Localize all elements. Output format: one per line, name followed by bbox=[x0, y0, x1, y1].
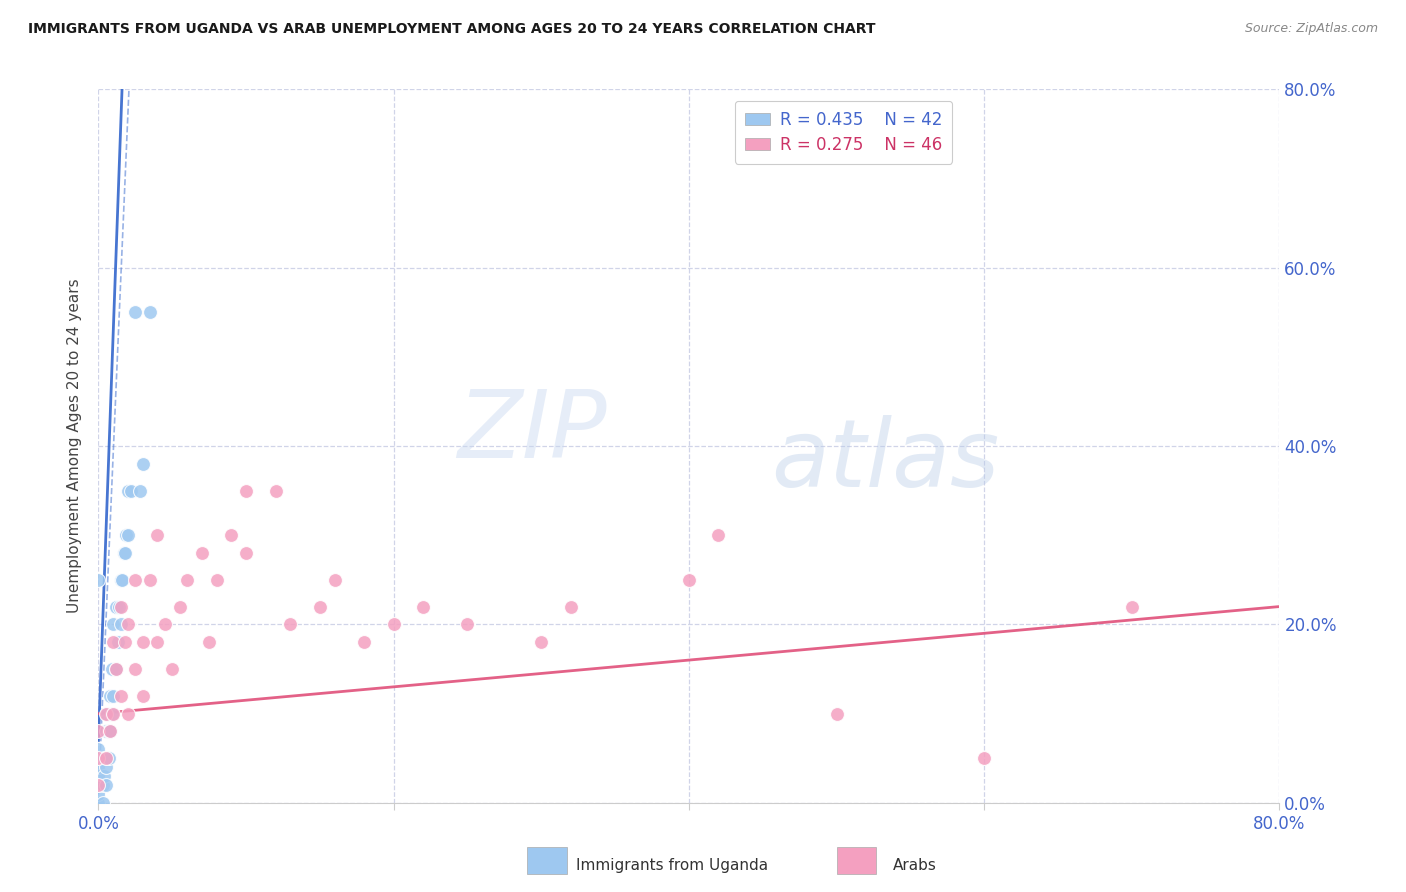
Text: ZIP: ZIP bbox=[457, 386, 606, 477]
Point bbox=[205, 573, 228, 587]
Point bbox=[94, 751, 117, 765]
Point bbox=[87, 573, 110, 587]
Point bbox=[105, 662, 128, 676]
Legend: R = 0.435    N = 42, R = 0.275    N = 46: R = 0.435 N = 42, R = 0.275 N = 46 bbox=[735, 101, 952, 164]
Point bbox=[87, 724, 110, 739]
Point bbox=[176, 573, 198, 587]
Point bbox=[120, 483, 142, 498]
Point bbox=[219, 528, 242, 542]
Point bbox=[110, 689, 132, 703]
Text: IMMIGRANTS FROM UGANDA VS ARAB UNEMPLOYMENT AMONG AGES 20 TO 24 YEARS CORRELATIO: IMMIGRANTS FROM UGANDA VS ARAB UNEMPLOYM… bbox=[28, 22, 876, 37]
Point bbox=[707, 528, 730, 542]
Point bbox=[110, 599, 132, 614]
Text: atlas: atlas bbox=[772, 415, 1000, 506]
Point bbox=[456, 617, 478, 632]
Point bbox=[382, 617, 405, 632]
Point bbox=[87, 751, 110, 765]
Point bbox=[93, 769, 115, 783]
Point bbox=[1121, 599, 1143, 614]
Point bbox=[107, 635, 129, 649]
Point bbox=[98, 724, 121, 739]
Point bbox=[973, 751, 995, 765]
Point bbox=[191, 546, 214, 560]
Point bbox=[87, 769, 110, 783]
Point bbox=[198, 635, 221, 649]
Point bbox=[103, 689, 125, 703]
Point bbox=[108, 599, 131, 614]
Point bbox=[100, 662, 122, 676]
Point bbox=[100, 706, 122, 721]
Point bbox=[264, 483, 287, 498]
Point bbox=[235, 483, 257, 498]
Point bbox=[278, 617, 302, 632]
Point bbox=[139, 573, 162, 587]
Point bbox=[530, 635, 553, 649]
Point bbox=[124, 305, 146, 319]
Point bbox=[117, 617, 139, 632]
Point bbox=[560, 599, 582, 614]
Point bbox=[132, 635, 155, 649]
Point bbox=[97, 751, 120, 765]
Point bbox=[117, 483, 139, 498]
Point bbox=[117, 528, 139, 542]
Point bbox=[153, 617, 176, 632]
Point bbox=[117, 706, 139, 721]
Point bbox=[825, 706, 848, 721]
Point bbox=[91, 778, 114, 792]
Point bbox=[323, 573, 346, 587]
Point bbox=[132, 457, 155, 471]
Point bbox=[162, 662, 183, 676]
Y-axis label: Unemployment Among Ages 20 to 24 years: Unemployment Among Ages 20 to 24 years bbox=[67, 278, 83, 614]
Point bbox=[97, 724, 120, 739]
Point bbox=[169, 599, 191, 614]
Text: Immigrants from Uganda: Immigrants from Uganda bbox=[576, 858, 769, 872]
Point bbox=[309, 599, 332, 614]
Point bbox=[235, 546, 257, 560]
Point bbox=[94, 760, 117, 774]
Point bbox=[412, 599, 434, 614]
Point bbox=[94, 706, 117, 721]
Point bbox=[87, 778, 110, 792]
Point bbox=[678, 573, 700, 587]
Point bbox=[114, 546, 136, 560]
Point bbox=[124, 662, 146, 676]
Point bbox=[98, 689, 121, 703]
Point bbox=[110, 573, 132, 587]
Point bbox=[94, 778, 117, 792]
Point bbox=[87, 778, 110, 792]
Point bbox=[98, 724, 121, 739]
Point bbox=[103, 635, 125, 649]
Point bbox=[146, 528, 169, 542]
Point bbox=[87, 796, 110, 810]
Point bbox=[114, 635, 136, 649]
Point bbox=[103, 617, 125, 632]
Point bbox=[115, 528, 138, 542]
Point bbox=[128, 483, 150, 498]
Point bbox=[91, 796, 114, 810]
Point bbox=[353, 635, 375, 649]
Point bbox=[124, 573, 146, 587]
Point bbox=[112, 546, 135, 560]
Point bbox=[87, 751, 110, 765]
Text: Arabs: Arabs bbox=[893, 858, 936, 872]
Point bbox=[111, 573, 134, 587]
Point bbox=[96, 751, 118, 765]
Point bbox=[139, 305, 162, 319]
Point bbox=[105, 662, 128, 676]
Point bbox=[94, 724, 117, 739]
Point bbox=[132, 689, 155, 703]
Point bbox=[87, 760, 110, 774]
Text: Source: ZipAtlas.com: Source: ZipAtlas.com bbox=[1244, 22, 1378, 36]
Point bbox=[105, 599, 128, 614]
Point bbox=[110, 617, 132, 632]
Point bbox=[103, 706, 125, 721]
Point bbox=[87, 787, 110, 801]
Point bbox=[146, 635, 169, 649]
Point bbox=[87, 742, 110, 756]
Point bbox=[96, 706, 118, 721]
Point bbox=[93, 751, 115, 765]
